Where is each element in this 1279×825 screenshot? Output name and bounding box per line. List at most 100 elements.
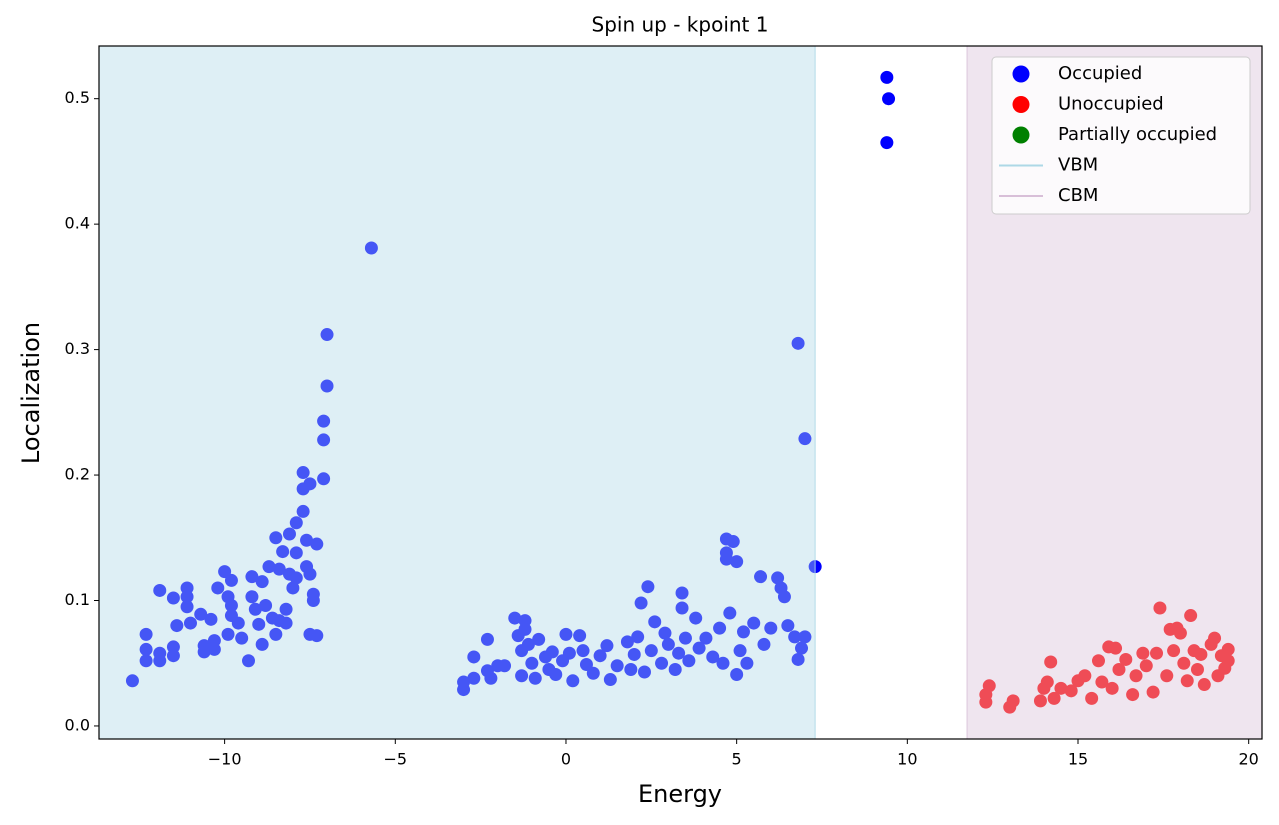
point xyxy=(634,596,648,610)
point xyxy=(303,567,317,581)
point xyxy=(1085,691,1099,705)
point xyxy=(1194,647,1208,661)
point xyxy=(224,573,238,587)
point xyxy=(1190,662,1204,676)
point xyxy=(1078,669,1092,683)
point xyxy=(170,619,184,633)
point xyxy=(880,136,894,150)
legend-marker xyxy=(1012,96,1030,113)
x-tick-label: 0 xyxy=(561,750,571,769)
point xyxy=(791,336,805,350)
point xyxy=(286,581,300,595)
point xyxy=(289,546,303,560)
point xyxy=(586,666,600,680)
point xyxy=(600,639,614,653)
point xyxy=(211,581,225,595)
point xyxy=(624,662,638,676)
point xyxy=(620,635,634,649)
x-tick-label: 15 xyxy=(1068,750,1088,769)
point xyxy=(139,642,153,656)
point xyxy=(610,659,624,673)
point xyxy=(1139,659,1153,673)
point xyxy=(754,570,768,584)
point xyxy=(183,616,197,630)
point xyxy=(1221,642,1235,656)
point xyxy=(521,637,535,651)
point xyxy=(1091,654,1105,668)
point xyxy=(242,654,256,668)
point xyxy=(641,580,655,594)
legend: Occupied Unoccupied Partially occupied VBM C… xyxy=(991,56,1251,215)
point xyxy=(559,627,573,641)
point xyxy=(880,70,894,84)
point xyxy=(279,602,293,616)
point xyxy=(272,562,286,576)
point xyxy=(255,575,269,589)
y-tick-label: 0.1 xyxy=(65,590,90,609)
point xyxy=(545,645,559,659)
point xyxy=(730,555,744,569)
point xyxy=(310,537,324,551)
point xyxy=(296,466,310,480)
point xyxy=(648,615,662,629)
y-tick-label: 0.4 xyxy=(65,214,90,233)
point xyxy=(637,665,651,679)
point xyxy=(508,611,522,625)
point xyxy=(1177,656,1191,670)
point xyxy=(689,611,703,625)
point xyxy=(1109,641,1123,655)
point xyxy=(719,552,733,566)
point xyxy=(593,649,607,663)
legend-box xyxy=(991,56,1251,215)
point xyxy=(259,599,273,613)
point xyxy=(644,644,658,658)
legend-marker xyxy=(1012,65,1030,83)
x-tick-label: 10 xyxy=(897,750,917,769)
point xyxy=(747,616,761,630)
point xyxy=(798,630,812,644)
legend-label: Unoccupied xyxy=(1058,94,1164,115)
point xyxy=(692,641,706,655)
point xyxy=(1197,678,1211,692)
point xyxy=(675,601,689,615)
point xyxy=(204,612,218,626)
point xyxy=(1040,675,1054,689)
point xyxy=(716,656,730,670)
point xyxy=(231,616,245,630)
y-tick-label: 0.3 xyxy=(65,339,90,358)
point xyxy=(310,629,324,643)
point xyxy=(194,607,208,621)
point xyxy=(576,644,590,658)
point xyxy=(566,674,580,688)
point xyxy=(1054,681,1068,695)
point xyxy=(289,516,303,530)
point xyxy=(139,654,153,668)
point xyxy=(1136,646,1150,660)
point xyxy=(255,637,269,651)
point xyxy=(364,241,378,255)
point xyxy=(317,433,331,447)
x-tick-label: −5 xyxy=(384,750,408,769)
point xyxy=(798,432,812,446)
point xyxy=(668,662,682,676)
point xyxy=(180,590,194,604)
point xyxy=(579,657,593,671)
point xyxy=(736,625,750,639)
point xyxy=(296,504,310,518)
point xyxy=(515,669,529,683)
point xyxy=(573,629,587,643)
point xyxy=(306,594,320,608)
point xyxy=(1129,669,1143,683)
point xyxy=(791,652,805,666)
point xyxy=(713,621,727,635)
point xyxy=(1119,652,1133,666)
x-axis-label: Energy xyxy=(638,780,722,808)
point xyxy=(627,647,641,661)
x-tick-label: −10 xyxy=(208,750,242,769)
point xyxy=(282,527,296,541)
point xyxy=(218,565,232,579)
point xyxy=(262,560,276,574)
point xyxy=(480,632,494,646)
point xyxy=(303,477,317,491)
point xyxy=(166,649,180,663)
